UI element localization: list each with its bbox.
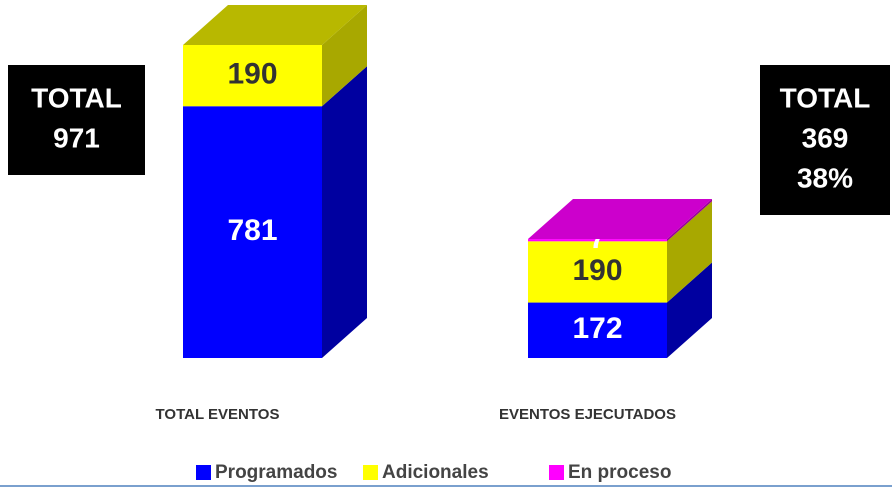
bar-top <box>528 199 712 240</box>
legend-label: Adicionales <box>382 462 489 483</box>
bar-segment <box>528 239 667 242</box>
total-text: TOTAL <box>31 82 122 113</box>
total-text: 971 <box>53 122 100 153</box>
total-box <box>8 65 145 175</box>
bar-top <box>183 5 367 45</box>
bar-side <box>667 199 712 242</box>
legend-label: En proceso <box>568 462 671 483</box>
total-box <box>760 65 890 215</box>
total-text: 369 <box>802 122 849 153</box>
bar-segment <box>528 302 667 358</box>
category-label: TOTAL EVENTOS <box>156 406 280 423</box>
bar-side <box>322 5 367 107</box>
total-text: 38% <box>797 162 853 193</box>
total-text: TOTAL <box>780 82 871 113</box>
legend-swatch <box>196 465 211 480</box>
value-label: 190 <box>572 254 622 287</box>
bar-side <box>667 262 712 358</box>
legend-label: Programados <box>215 462 337 483</box>
value-label: 781 <box>227 214 277 247</box>
bar-side <box>667 201 712 303</box>
category-label: EVENTOS EJECUTADOS <box>499 406 676 423</box>
value-label: 172 <box>572 312 622 345</box>
bar-segment <box>183 106 322 358</box>
legend-swatch <box>363 465 378 480</box>
bar-side <box>322 66 367 358</box>
bar-segment <box>528 241 667 303</box>
legend-swatch <box>549 465 564 480</box>
bar-segment <box>183 45 322 107</box>
value-label: 190 <box>227 58 277 91</box>
